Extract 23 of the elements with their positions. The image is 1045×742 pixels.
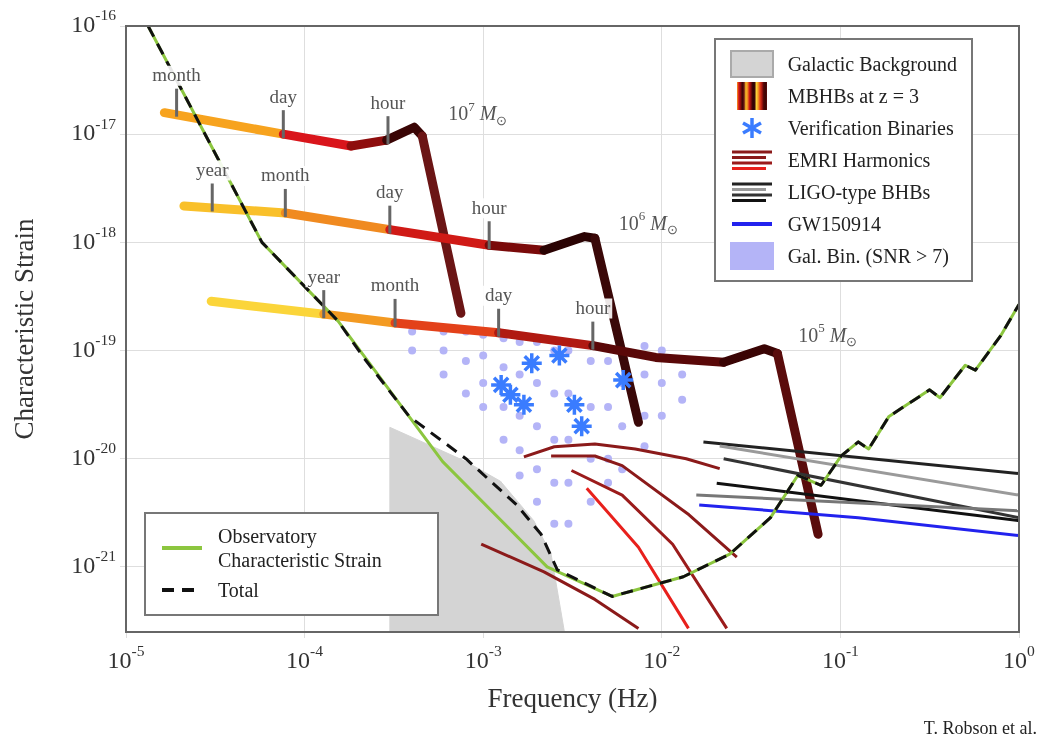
legend-label: Total [218,578,259,602]
legend-label: Observatory Characteristic Strain [218,524,383,572]
annotation: hour [575,297,611,319]
annotation: hour [471,196,508,218]
annotation: month [370,274,420,296]
annotation: day [269,85,298,107]
text: T. Robson et al. [923,717,1037,738]
legend-label: MBHBs at z = 3 [787,84,919,108]
annotation: month [152,64,202,86]
y-axis-title: Characteristic Strain [9,217,40,440]
legend-label: Verification Binaries [787,116,954,140]
annotation: hour [370,91,407,113]
legend-label: Galactic Background [787,52,957,76]
annotation: year [307,265,341,287]
annotation: day [376,181,405,203]
annotation: month [261,164,311,186]
legend-label: Gal. Bin. (SNR > 7) [787,244,949,268]
legend-label: GW150914 [787,212,881,236]
legend-label: EMRI Harmonics [787,148,931,172]
annotation: day [484,284,513,306]
annotation: year [195,158,230,180]
legend-label: LIGO-type BHBs [787,180,931,204]
x-axis-title: Frequency (Hz) [487,682,658,713]
